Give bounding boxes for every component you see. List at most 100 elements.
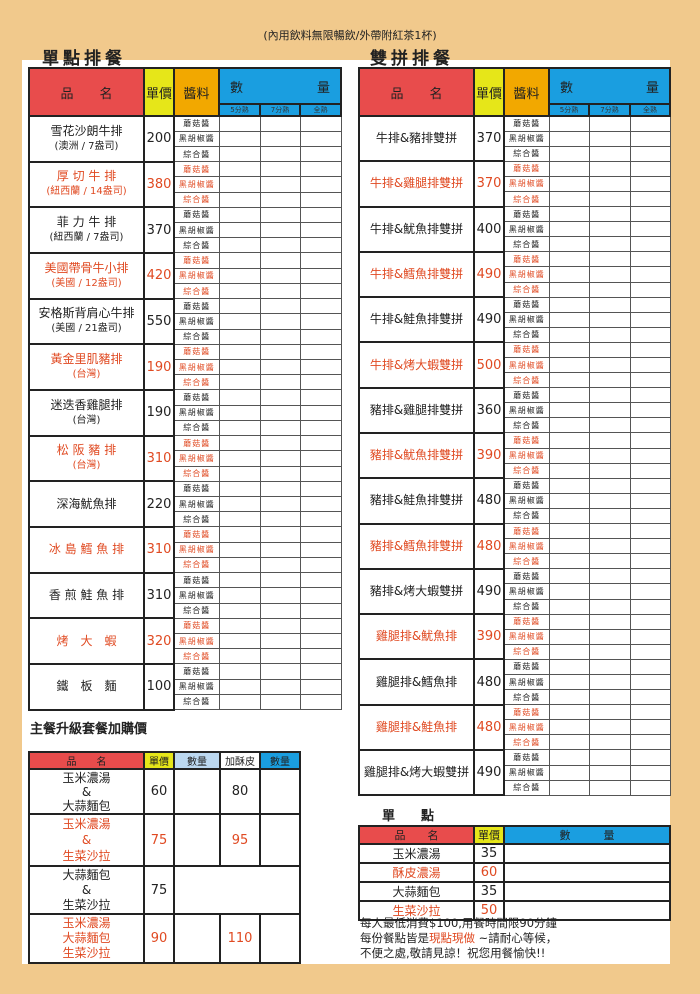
quantity-cell[interactable] — [259, 572, 301, 589]
quantity-cell[interactable] — [548, 628, 590, 645]
quantity-cell[interactable] — [259, 176, 301, 193]
quantity-cell[interactable] — [629, 206, 671, 223]
quantity-cell[interactable] — [259, 252, 301, 269]
quantity-cell[interactable] — [503, 900, 671, 921]
quantity-cell[interactable] — [548, 206, 590, 223]
quantity-cell[interactable] — [548, 236, 590, 253]
quantity-cell[interactable] — [629, 251, 671, 268]
quantity-cell[interactable] — [299, 191, 342, 208]
quantity-cell[interactable] — [629, 719, 671, 736]
quantity-cell[interactable] — [259, 191, 301, 208]
quantity-cell[interactable] — [588, 115, 631, 132]
quantity-cell[interactable] — [299, 282, 342, 300]
quantity-cell[interactable] — [548, 447, 590, 464]
quantity-cell[interactable] — [588, 719, 631, 736]
quantity-cell[interactable] — [299, 161, 342, 178]
quantity-cell[interactable] — [259, 161, 301, 178]
quantity-cell[interactable] — [299, 145, 342, 163]
quantity-cell[interactable] — [299, 648, 342, 665]
quantity-cell[interactable] — [629, 704, 671, 721]
quantity-cell[interactable] — [259, 693, 301, 711]
quantity-cell[interactable] — [629, 734, 671, 751]
quantity-cell[interactable] — [299, 267, 342, 284]
quantity-cell[interactable] — [629, 507, 671, 525]
quantity-cell[interactable] — [588, 145, 631, 162]
quantity-cell[interactable] — [588, 673, 631, 691]
quantity-cell[interactable] — [218, 693, 261, 711]
quantity-cell[interactable] — [629, 326, 671, 343]
quantity-cell[interactable] — [548, 462, 590, 479]
quantity-cell[interactable] — [548, 160, 590, 177]
quantity-cell[interactable] — [548, 613, 590, 630]
quantity-cell[interactable] — [629, 402, 671, 419]
quantity-cell[interactable] — [259, 511, 301, 528]
quantity-cell[interactable] — [259, 343, 301, 361]
quantity-cell[interactable] — [588, 628, 631, 645]
quantity-cell[interactable] — [629, 281, 671, 298]
quantity-cell[interactable] — [629, 477, 671, 494]
quantity-cell[interactable] — [629, 749, 671, 766]
quantity-cell[interactable] — [548, 779, 590, 796]
quantity-cell[interactable] — [259, 617, 301, 634]
quantity-cell[interactable] — [218, 206, 261, 224]
quantity-cell[interactable] — [259, 237, 301, 254]
quantity-cell[interactable] — [548, 749, 590, 766]
quantity-cell[interactable] — [299, 419, 342, 437]
quantity-cell[interactable] — [503, 881, 671, 902]
quantity-cell[interactable] — [548, 130, 590, 147]
quantity-cell[interactable] — [173, 768, 221, 815]
quantity-cell[interactable] — [588, 779, 631, 796]
quantity-cell[interactable] — [629, 658, 671, 675]
quantity-cell[interactable] — [548, 538, 590, 555]
quantity-cell[interactable] — [588, 236, 631, 253]
quantity-cell[interactable] — [629, 523, 671, 540]
quantity-cell[interactable] — [259, 145, 301, 163]
quantity-cell[interactable] — [299, 328, 342, 345]
quantity-cell[interactable] — [548, 477, 590, 494]
quantity-cell[interactable] — [299, 678, 342, 695]
quantity-cell[interactable] — [259, 495, 301, 513]
quantity-cell[interactable] — [588, 326, 631, 343]
quantity-cell[interactable] — [218, 130, 261, 147]
quantity-cell[interactable] — [503, 843, 671, 864]
quantity-cell[interactable] — [548, 523, 590, 540]
quantity-cell[interactable] — [548, 553, 590, 570]
quantity-cell[interactable] — [259, 632, 301, 650]
quantity-cell[interactable] — [548, 296, 590, 313]
crust-quantity-cell[interactable] — [259, 913, 301, 964]
quantity-cell[interactable] — [299, 617, 342, 634]
quantity-cell[interactable] — [588, 507, 631, 525]
quantity-cell[interactable] — [259, 435, 301, 452]
quantity-cell[interactable] — [218, 617, 261, 634]
quantity-cell[interactable] — [548, 432, 590, 449]
quantity-cell[interactable] — [629, 145, 671, 162]
quantity-cell[interactable] — [299, 313, 342, 330]
quantity-cell[interactable] — [548, 673, 590, 691]
quantity-cell[interactable] — [629, 356, 671, 374]
quantity-cell[interactable] — [588, 402, 631, 419]
quantity-cell[interactable] — [259, 663, 301, 680]
quantity-cell[interactable] — [588, 583, 631, 600]
quantity-cell[interactable] — [299, 176, 342, 193]
quantity-cell[interactable] — [548, 311, 590, 328]
quantity-cell[interactable] — [218, 358, 261, 376]
quantity-cell[interactable] — [299, 298, 342, 315]
quantity-cell[interactable] — [218, 648, 261, 665]
quantity-cell[interactable] — [629, 417, 671, 434]
quantity-cell[interactable] — [299, 495, 342, 513]
quantity-cell[interactable] — [588, 598, 631, 615]
quantity-cell[interactable] — [548, 115, 590, 132]
quantity-cell[interactable] — [299, 252, 342, 269]
quantity-cell[interactable] — [218, 191, 261, 208]
quantity-cell[interactable] — [588, 221, 631, 238]
quantity-cell[interactable] — [218, 237, 261, 254]
quantity-cell[interactable] — [629, 236, 671, 253]
quantity-cell[interactable] — [218, 161, 261, 178]
quantity-cell[interactable] — [218, 663, 261, 680]
quantity-cell[interactable] — [218, 404, 261, 421]
quantity-cell[interactable] — [588, 704, 631, 721]
quantity-cell[interactable] — [218, 145, 261, 163]
quantity-cell[interactable] — [299, 130, 342, 147]
quantity-cell[interactable] — [548, 764, 590, 781]
quantity-cell[interactable] — [259, 480, 301, 497]
